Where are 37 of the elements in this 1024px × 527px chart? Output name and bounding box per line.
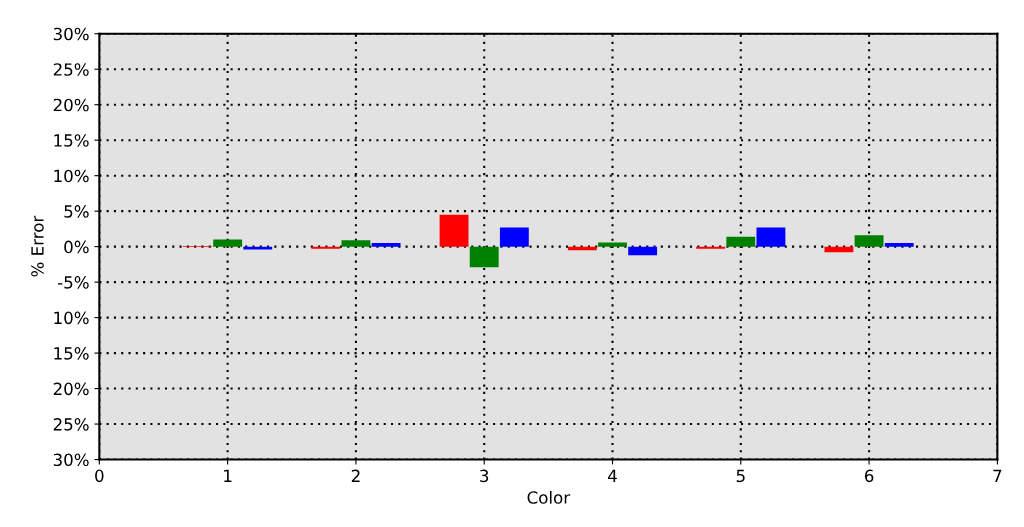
- bar: [628, 246, 658, 256]
- bar: [598, 242, 627, 247]
- bar: [371, 243, 401, 247]
- y-tick-label: 10%: [54, 311, 89, 325]
- bar: [439, 214, 469, 247]
- y-tick-label: 15%: [54, 347, 89, 360]
- y-tick-label: 30%: [53, 453, 89, 467]
- y-tick-label: 20%: [53, 382, 89, 396]
- y-tick-label: 5%: [64, 205, 89, 218]
- y-tick-label: -5%: [57, 276, 89, 289]
- y-tick-label: 15%: [54, 134, 89, 147]
- y-tick-label: 10%: [54, 169, 89, 183]
- x-tick-label: 4: [608, 469, 617, 482]
- bar: [311, 246, 341, 249]
- x-axis-title: Color: [527, 490, 571, 504]
- bar: [696, 246, 726, 249]
- y-axis-title: % Error: [31, 215, 44, 277]
- bar: [341, 240, 371, 247]
- bar: [499, 227, 529, 247]
- x-tick-label: 7: [993, 469, 1002, 482]
- bar: [726, 236, 756, 247]
- y-tick-label: 20%: [53, 98, 89, 112]
- y-tick-label: 30%: [53, 27, 89, 41]
- bar: [469, 246, 499, 268]
- x-tick-label: 3: [480, 469, 489, 483]
- bar: [884, 243, 914, 247]
- y-tick-label: 25%: [53, 418, 89, 431]
- bar: [213, 239, 243, 247]
- x-tick-label: 1: [224, 469, 232, 482]
- x-tick-label: 0: [95, 469, 104, 483]
- bar: [854, 235, 884, 247]
- x-tick-label: 6: [864, 469, 874, 483]
- x-tick-label: 2: [351, 469, 360, 482]
- y-tick-label: 0%: [64, 240, 89, 254]
- bar: [756, 227, 786, 247]
- y-tick-label: 25%: [53, 63, 89, 76]
- x-tick-label: 5: [736, 469, 745, 483]
